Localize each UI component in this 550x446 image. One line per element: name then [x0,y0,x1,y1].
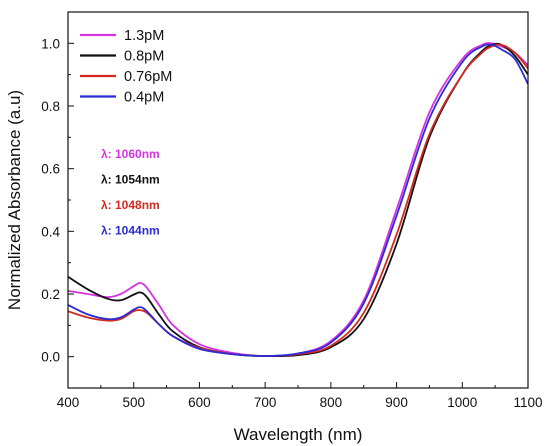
series-line-4 [67,43,529,357]
x-tick-label: 1000 [447,395,477,410]
y-tick-label: 1.0 [41,36,60,51]
legend-label: 0.4pM [124,90,164,106]
y-tick-label: 0.2 [41,287,60,302]
peak-wavelength-label: λ: 1060nm [101,147,160,161]
peak-wavelength-label: λ: 1048nm [101,198,160,212]
legend-label: 0.8pM [124,49,164,65]
axis-ticks: 400 500 600 700 800 900 1000 1100 0.0 0.2 0.4 0.6 0.… [41,36,542,410]
y-axis-title: Normalized Absorbance (a.u) [5,90,24,310]
x-tick-label: 500 [122,395,145,410]
series-layer [67,42,529,358]
x-tick-label: 800 [320,395,343,410]
peak-wavelength-label: λ: 1054nm [101,173,160,187]
peak-annotations: λ: 1060nm λ: 1054nm λ: 1048nm λ: 1044nm [101,147,160,238]
y-tick-label: 0.6 [41,162,60,177]
x-tick-label: 1100 [513,395,542,410]
x-axis-title: Wavelength (nm) [234,425,363,444]
x-tick-label: 900 [385,395,408,410]
legend-label: 0.76pM [124,69,172,85]
x-tick-label: 400 [57,395,80,410]
peak-wavelength-label: λ: 1044nm [101,224,160,238]
x-tick-label: 600 [188,395,211,410]
y-tick-label: 0.4 [41,224,60,239]
y-tick-label: 0.0 [41,350,60,365]
legend-label: 1.3pM [124,28,164,44]
y-tick-label: 0.8 [41,99,60,114]
legend: 1.3pM 0.8pM 0.76pM 0.4pM [80,28,172,106]
x-tick-label: 700 [254,395,277,410]
